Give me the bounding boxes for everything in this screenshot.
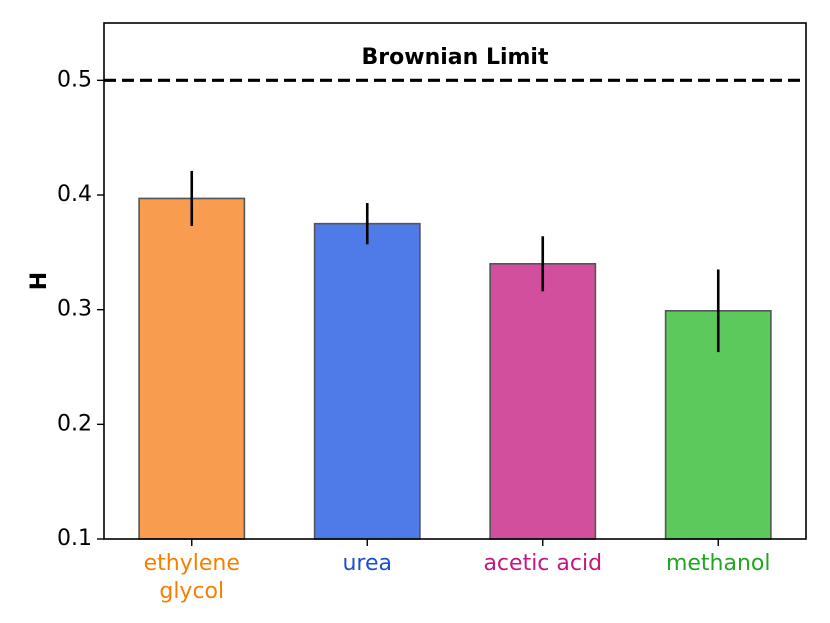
- axes-frame: [103, 22, 807, 540]
- bar: [313, 222, 421, 540]
- y-tick-label: 0.2: [57, 411, 92, 436]
- y-tick-label: 0.3: [57, 297, 92, 322]
- x-tick-label-line: ethylene: [144, 551, 240, 576]
- x-tick-label-line: acetic acid: [483, 551, 602, 576]
- plot-area: 0.1 0.2 0.3 0.4 0.5 ethylene glycol urea acetic …: [57, 67, 806, 604]
- x-tick-label-line: urea: [342, 551, 392, 576]
- x-tick-label: ethylene glycol: [144, 551, 240, 604]
- brownian-limit-label: Brownian Limit: [362, 45, 549, 70]
- bar: [138, 197, 246, 540]
- y-tick-label: 0.1: [57, 526, 92, 551]
- x-tick-label: urea: [342, 551, 392, 576]
- x-tick-label: acetic acid: [483, 551, 602, 576]
- bar: [489, 262, 597, 540]
- y-tick-label: 0.4: [57, 182, 92, 207]
- x-tick-label-line: glycol: [159, 579, 224, 604]
- y-axis-label: H: [27, 272, 52, 290]
- y-tick-label: 0.5: [57, 67, 92, 92]
- x-tick-label: methanol: [666, 551, 771, 576]
- x-tick-label-line: methanol: [666, 551, 771, 576]
